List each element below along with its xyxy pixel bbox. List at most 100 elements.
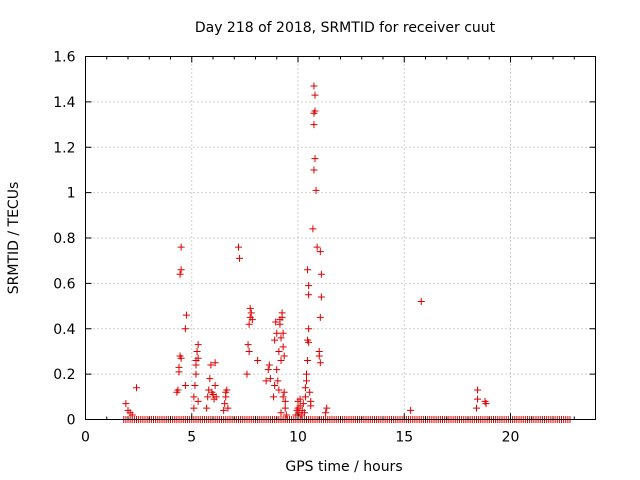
y-tick-label: 1.2 (53, 140, 75, 156)
data-point (311, 155, 319, 163)
y-tick-label: 1.6 (53, 50, 75, 66)
data-point (194, 354, 202, 362)
data-point (311, 107, 319, 115)
data-point (192, 370, 200, 378)
data-point (473, 404, 480, 412)
data-point (243, 370, 251, 378)
data-point (303, 377, 310, 385)
data-point (277, 409, 285, 417)
data-point (282, 411, 290, 419)
data-point (301, 393, 309, 401)
data-point (176, 270, 184, 278)
data-point (190, 393, 198, 401)
data-point (317, 293, 325, 301)
grid-lines (85, 56, 596, 420)
data-point (279, 329, 287, 337)
data-point (175, 363, 183, 371)
data-point (317, 270, 325, 278)
data-point (194, 341, 202, 349)
data-point (315, 347, 323, 355)
data-point (245, 347, 253, 355)
data-point (122, 400, 130, 408)
data-point (279, 343, 287, 351)
data-point (407, 406, 415, 414)
axis-ticks: 0 5 10 15 20 0 0.2 0.4 0.6 0.8 1 1.2 1.4 1.6 (53, 50, 596, 446)
data-point (309, 225, 317, 233)
data-point (304, 357, 312, 365)
data-point (316, 313, 324, 321)
chart-title: Day 218 of 2018, SRMTID for receiver cuu… (195, 20, 496, 36)
data-point (307, 402, 315, 410)
y-tick-label: 0.4 (53, 322, 75, 338)
y-tick-label: 0.8 (53, 231, 75, 247)
data-point (235, 243, 242, 251)
data-point (264, 366, 272, 374)
data-point (304, 266, 312, 274)
data-point (246, 304, 254, 312)
y-tick-label: 1 (67, 186, 76, 202)
data-point (193, 347, 201, 355)
data-point (270, 393, 278, 401)
data-point (177, 266, 185, 274)
data-point (271, 336, 279, 344)
y-tick-label: 0 (67, 413, 76, 429)
data-point (312, 186, 320, 194)
data-point (275, 386, 283, 394)
data-point (177, 354, 185, 362)
y-tick-label: 0.6 (53, 276, 75, 292)
data-point (301, 384, 309, 392)
data-point (128, 411, 136, 419)
data-point (280, 388, 288, 396)
data-point (245, 320, 253, 328)
data-point (316, 248, 324, 256)
data-point (133, 384, 140, 392)
x-tick-label: 20 (502, 430, 520, 446)
y-tick-label: 0.2 (53, 367, 75, 383)
data-point (305, 291, 313, 299)
y-axis-label: SRMTID / TECUs (6, 182, 22, 295)
data-point (280, 352, 288, 360)
data-point (181, 325, 189, 333)
data-point (190, 404, 198, 412)
data-point (277, 357, 285, 365)
y-tick-label: 1.4 (53, 95, 75, 111)
data-point (221, 400, 229, 408)
data-point (474, 386, 482, 394)
data-point (313, 243, 321, 251)
data-point (177, 243, 185, 251)
data-point (220, 406, 228, 414)
data-point (204, 393, 212, 401)
data-points (120, 82, 574, 423)
data-point (211, 359, 219, 367)
x-tick-label: 15 (395, 430, 413, 446)
data-point (224, 404, 232, 412)
data-point (274, 377, 282, 385)
data-point (273, 329, 281, 337)
data-point (306, 388, 314, 396)
data-point (303, 370, 310, 378)
data-point (310, 166, 318, 174)
data-point (174, 386, 182, 394)
data-point (244, 341, 252, 349)
data-point (305, 282, 313, 290)
x-tick-label: 10 (289, 430, 307, 446)
data-point (207, 361, 215, 369)
data-point (299, 400, 307, 408)
data-point (296, 395, 304, 403)
data-point (247, 309, 255, 317)
data-point (271, 381, 279, 389)
data-point (305, 325, 313, 333)
data-point (191, 381, 199, 389)
data-point (272, 318, 280, 326)
x-tick-label: 0 (81, 430, 90, 446)
data-point (322, 409, 330, 417)
data-point (311, 91, 319, 99)
data-point (474, 395, 482, 403)
data-point (281, 404, 289, 412)
data-point (482, 400, 490, 408)
data-point (275, 347, 283, 355)
data-point (254, 357, 262, 365)
x-axis-label: GPS time / hours (285, 459, 402, 475)
data-point (223, 386, 231, 394)
